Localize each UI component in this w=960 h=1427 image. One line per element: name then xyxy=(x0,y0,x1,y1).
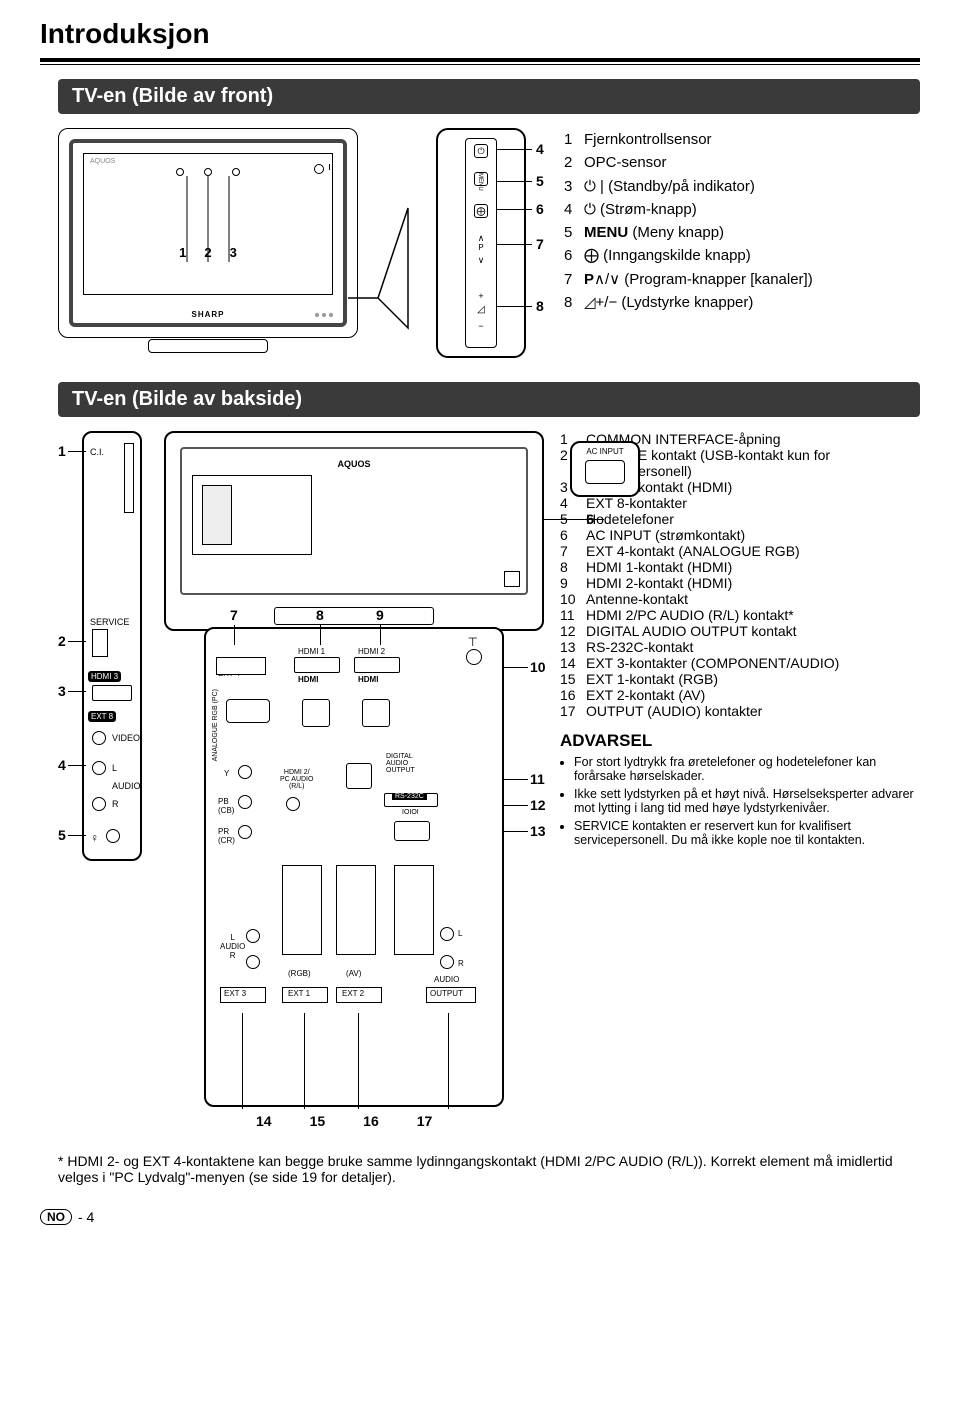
left-side-col: C.I. SERVICE HDMI 3 EXT 8 VIDEO L AUDIO … xyxy=(58,431,148,1129)
back-list-item: 5Hodetelefoner xyxy=(560,511,920,527)
panel-num: 8 xyxy=(536,298,544,314)
callout-num: 12 xyxy=(530,797,546,813)
back-list-item: 9HDMI 2-kontakt (HDMI) xyxy=(560,575,920,591)
warning-item: For stort lydtrykk fra øretelefoner og h… xyxy=(574,755,920,783)
panel-num: 6 xyxy=(536,201,544,217)
section-title-back: TV-en (Bilde av bakside) xyxy=(58,382,920,417)
panel-num: 7 xyxy=(536,236,544,252)
front-list-item: 2OPC-sensor xyxy=(564,151,874,174)
front-list-item: 8◿+/− (Lydstyrke knapper) xyxy=(564,291,874,314)
front-list-item: 1Fjernkontrollsensor xyxy=(564,128,874,151)
page-title: Introduksjon xyxy=(40,18,920,50)
tv-back-diagram: AQUOS xyxy=(164,431,544,631)
front-list-item: 3⏻ | (Standby/på indikator) xyxy=(564,175,874,198)
tv-num: 3 xyxy=(230,245,237,260)
warning-list: For stort lydtrykk fra øretelefoner og h… xyxy=(560,755,920,847)
front-list-item: 4⏻ (Strøm-knapp) xyxy=(564,198,874,221)
back-list-item: 15EXT 1-kontakt (RGB) xyxy=(560,671,920,687)
front-list: 1Fjernkontrollsensor2OPC-sensor3⏻ | (Sta… xyxy=(564,128,874,314)
warning-heading: ADVARSEL xyxy=(560,731,920,751)
front-list-item: 6⨁ (Inngangskilde knapp) xyxy=(564,244,874,267)
back-list-item: 14EXT 3-kontakter (COMPONENT/AUDIO) xyxy=(560,655,920,671)
back-list-item: 11HDMI 2/PC AUDIO (R/L) kontakt* xyxy=(560,607,920,623)
back-list-item: 4EXT 8-kontakter xyxy=(560,495,920,511)
tv-num: 2 xyxy=(204,245,211,260)
tv-num: 1 xyxy=(179,245,186,260)
section-title-front: TV-en (Bilde av front) xyxy=(58,79,920,114)
back-list-item: 6AC INPUT (strømkontakt) xyxy=(560,527,920,543)
warning-item: Ikke sett lydstyrken på et høyt nivå. Hø… xyxy=(574,787,920,815)
port-box-diagram: 7 8 9 HDMI 1 HDMI 2 HDMI HDMI EXT 4 ANAL… xyxy=(204,627,504,1107)
side-panel-diagram: ⏻ MENU ⨁ ∧ P ∨ + ◿ − xyxy=(436,128,526,358)
back-wrap: C.I. SERVICE HDMI 3 EXT 8 VIDEO L AUDIO … xyxy=(58,431,920,1129)
balloon-connector xyxy=(348,148,444,348)
page-number: - 4 xyxy=(78,1209,94,1225)
front-list-item: 5MENU (Meny knapp) xyxy=(564,221,874,244)
back-list-item: 13RS-232C-kontakt xyxy=(560,639,920,655)
back-list-item: 12DIGITAL AUDIO OUTPUT kontakt xyxy=(560,623,920,639)
panel-num: 4 xyxy=(536,141,544,157)
right-col: 1COMMON INTERFACE-åpning2SERVICE kontakt… xyxy=(560,431,920,1129)
panel-num: 5 xyxy=(536,173,544,189)
page-footer: NO - 4 xyxy=(40,1209,920,1225)
rule-thin xyxy=(40,64,920,65)
bottom-nums: 14 15 16 17 xyxy=(256,1113,544,1129)
footnote: * HDMI 2- og EXT 4-kontaktene kan begge … xyxy=(58,1153,920,1185)
mid-col: AQUOS AC INPUT 6 7 8 9 HDMI 1 HDMI 2 xyxy=(164,431,544,1129)
locale-badge: NO xyxy=(40,1209,72,1225)
front-row: AQUOS 1 2 3 xyxy=(58,128,920,358)
back-list-item: 17OUTPUT (AUDIO) kontakter xyxy=(560,703,920,719)
back-list-item: 8HDMI 1-kontakt (HDMI) xyxy=(560,559,920,575)
back-list-item: 7EXT 4-kontakt (ANALOGUE RGB) xyxy=(560,543,920,559)
back-list-item: 16EXT 2-kontakt (AV) xyxy=(560,687,920,703)
back-list-item: 10Antenne-kontakt xyxy=(560,591,920,607)
callout-num: 13 xyxy=(530,823,546,839)
warning-item: SERVICE kontakten er reservert kun for k… xyxy=(574,819,920,847)
front-list-item: 7P∧/∨ (Program-knapper [kanaler]) xyxy=(564,268,874,291)
callout-num: 10 xyxy=(530,659,546,675)
tv-front-diagram: AQUOS 1 2 3 xyxy=(58,128,358,338)
ac-input-box: AC INPUT xyxy=(570,441,640,497)
callout-num: 11 xyxy=(530,771,545,787)
rule-thick xyxy=(40,58,920,62)
